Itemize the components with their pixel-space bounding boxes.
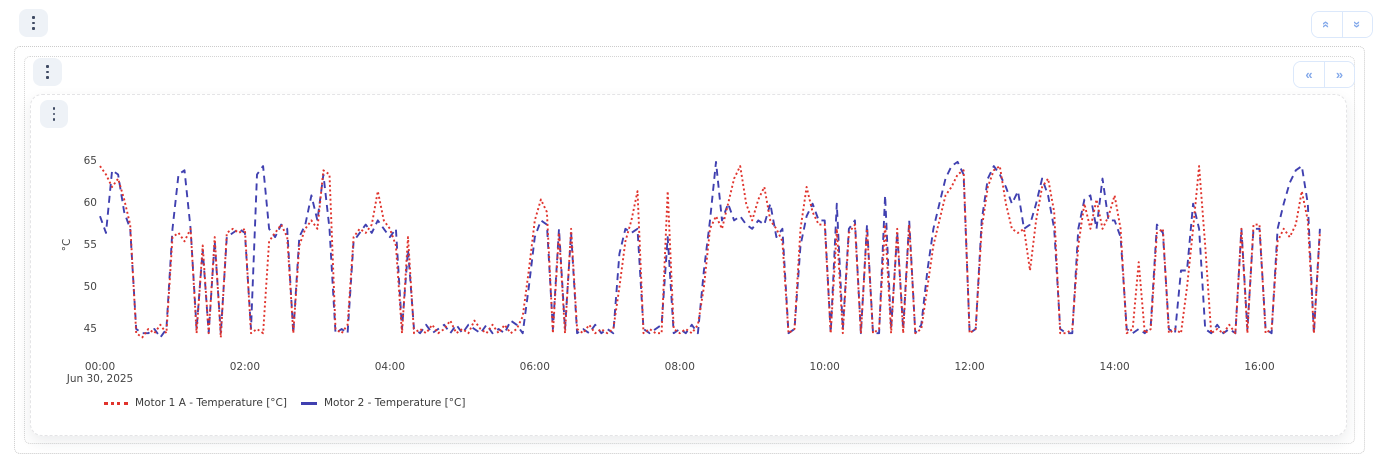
x-tick-label: 14:00	[1099, 361, 1130, 373]
x-tick-label: 16:00	[1244, 361, 1275, 373]
dotted-line-marker-icon	[104, 401, 128, 405]
dashboard-panel-inner	[24, 56, 1355, 444]
x-axis-date-label: Jun 30, 2025	[66, 373, 134, 385]
legend-item-motor2[interactable]: Motor 2 - Temperature [°C]	[300, 397, 466, 409]
x-tick-label: 04:00	[374, 361, 406, 373]
legend-label: Motor 1 A - Temperature [°C]	[135, 397, 287, 409]
x-tick-label: 00:00	[84, 361, 116, 373]
collapse-expand-controls: « »	[1311, 11, 1373, 38]
kebab-icon	[46, 65, 49, 79]
page-menu-button[interactable]	[19, 9, 48, 37]
page-next-button[interactable]: »	[1324, 62, 1354, 87]
chevron-double-left-icon: «	[1305, 67, 1313, 82]
expand-all-button[interactable]: »	[1342, 12, 1372, 37]
chevron-double-right-icon: »	[1335, 67, 1344, 82]
y-tick-label: 65	[83, 155, 97, 168]
legend-label: Motor 2 - Temperature [°C]	[323, 397, 466, 409]
panel-pagination-controls: « »	[1293, 61, 1355, 88]
kebab-icon	[52, 107, 56, 121]
y-tick-label: 45	[83, 322, 97, 335]
chevron-double-up-icon: «	[1319, 20, 1335, 29]
panel-menu-button[interactable]	[33, 58, 62, 86]
y-tick-label: 60	[83, 197, 97, 210]
collapse-all-button[interactable]: «	[1312, 12, 1342, 37]
x-tick-label: 08:00	[664, 361, 695, 373]
y-tick-label: 55	[83, 239, 97, 251]
chart-menu-button[interactable]	[40, 100, 68, 128]
x-tick-label: 10:00	[809, 361, 840, 373]
kebab-icon	[32, 16, 35, 30]
x-tick-label: 06:00	[519, 361, 550, 373]
x-tick-label: 12:00	[954, 361, 985, 373]
y-tick-label: 50	[83, 280, 97, 293]
temperature-chart-plot-area[interactable]	[100, 150, 1326, 360]
page-prev-button[interactable]: «	[1294, 62, 1324, 87]
solid-line-marker-icon	[300, 401, 317, 405]
chevron-double-down-icon: »	[1349, 20, 1365, 29]
x-tick-label: 02:00	[229, 361, 261, 373]
dashboard-panel-outer	[14, 46, 1365, 454]
legend-item-motor1[interactable]: Motor 1 A - Temperature [°C]	[104, 397, 287, 409]
chart-legend: Motor 1 A - Temperature [°C] Motor 2 - T…	[104, 397, 465, 409]
